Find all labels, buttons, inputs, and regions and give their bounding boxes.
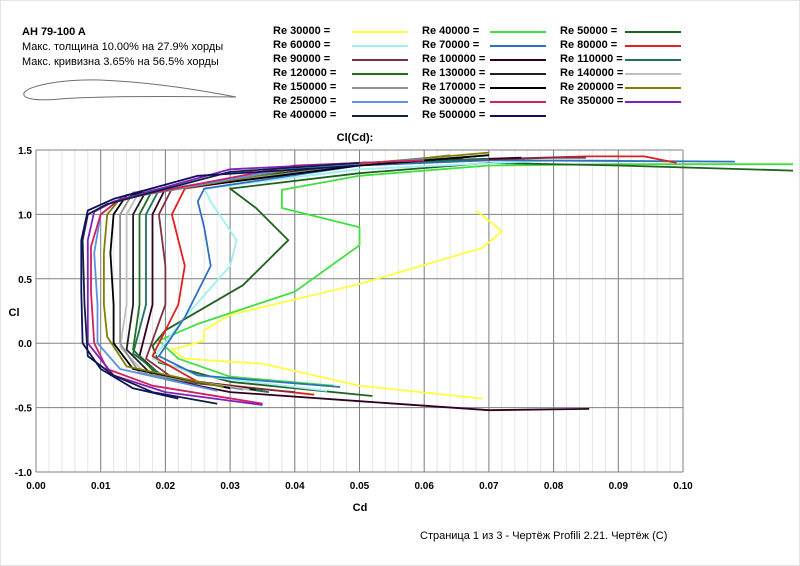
series-line-300000 <box>90 159 425 405</box>
legend-swatch <box>352 31 408 33</box>
y-tick-label: 0.5 <box>18 275 32 286</box>
legend-label: Re 200000 = <box>560 81 624 93</box>
x-tick-label: 0.10 <box>673 481 693 492</box>
series-line-400000 <box>81 162 360 405</box>
legend-swatch <box>352 45 408 47</box>
legend-label: Re 170000 = <box>422 81 486 93</box>
legend-swatch <box>490 73 546 75</box>
y-tick-label: 1.5 <box>18 146 32 157</box>
legend-label: Re 350000 = <box>560 95 624 107</box>
y-tick-label: 0.0 <box>18 339 32 350</box>
x-tick-label: 0.07 <box>479 481 499 492</box>
series-line-500000 <box>80 164 360 400</box>
x-tick-label: 0.04 <box>285 481 305 492</box>
legend-swatch <box>490 45 546 47</box>
legend-label: Re 70000 = <box>422 39 480 51</box>
series-line-50000 <box>151 162 794 397</box>
airfoil-camber: Макс. кривизна 3.65% на 56.5% хорды <box>22 56 219 68</box>
series-line-90000 <box>145 156 586 393</box>
y-axis-label: Cl <box>9 307 20 319</box>
legend-label: Re 120000 = <box>273 67 337 79</box>
x-tick-label: 0.01 <box>91 481 111 492</box>
y-tick-label: -1.0 <box>15 468 33 479</box>
legend-swatch <box>490 87 546 89</box>
series-line-250000 <box>93 158 425 392</box>
legend-label: Re 80000 = <box>560 39 618 51</box>
x-axis-label: Cd <box>353 502 368 514</box>
legend-label: Re 50000 = <box>560 25 618 37</box>
legend-swatch <box>490 115 546 117</box>
series-line-350000 <box>86 162 360 406</box>
legend-swatch <box>625 31 681 33</box>
x-tick-label: 0.06 <box>414 481 434 492</box>
legend-label: Re 250000 = <box>273 95 337 107</box>
chart-title: Cl(Cd): <box>337 132 374 144</box>
airfoil-name: AH 79-100 A <box>22 26 86 38</box>
y-tick-label: -0.5 <box>15 404 33 415</box>
series-line-170000 <box>109 154 489 390</box>
legend-swatch <box>352 59 408 61</box>
series-line-110000 <box>132 158 489 393</box>
x-tick-label: 0.02 <box>156 481 176 492</box>
legend-label: Re 150000 = <box>273 81 337 93</box>
legend-swatch <box>625 87 681 89</box>
legend-label: Re 100000 = <box>422 53 486 65</box>
legend-label: Re 500000 = <box>422 109 486 121</box>
legend-label: Re 90000 = <box>273 53 331 65</box>
legend-label: Re 40000 = <box>422 25 480 37</box>
y-tick-label: 1.0 <box>18 210 32 221</box>
legend-label: Re 60000 = <box>273 39 331 51</box>
legend-swatch <box>625 73 681 75</box>
legend-swatch <box>625 59 681 61</box>
legend-swatch <box>625 45 681 47</box>
x-tick-label: 0.00 <box>26 481 46 492</box>
legend-swatch <box>490 59 546 61</box>
legend-label: Re 130000 = <box>422 67 486 79</box>
legend-swatch <box>490 101 546 103</box>
x-tick-label: 0.08 <box>544 481 564 492</box>
legend-swatch <box>352 115 408 117</box>
legend-label: Re 140000 = <box>560 67 624 79</box>
page-footer: Страница 1 из 3 - Чертёж Profili 2.21. Ч… <box>420 530 668 542</box>
airfoil-info: AH 79-100 A Макс. толщина 10.00% на 27.9… <box>22 25 223 70</box>
legend-swatch <box>352 101 408 103</box>
series-line-80000 <box>151 155 677 396</box>
x-tick-label: 0.05 <box>350 481 370 492</box>
legend-swatch <box>352 87 408 89</box>
airfoil-thickness: Макс. толщина 10.00% на 27.9% хорды <box>22 41 224 53</box>
legend-label: Re 110000 = <box>560 53 623 65</box>
legend-swatch <box>625 101 681 103</box>
series-line-30000 <box>171 209 503 400</box>
x-tick-label: 0.03 <box>220 481 240 492</box>
legend-swatch <box>352 73 408 75</box>
series-line-40000 <box>158 163 793 387</box>
series-line-70000 <box>158 159 735 388</box>
legend-swatch <box>490 31 546 33</box>
x-tick-label: 0.09 <box>609 481 629 492</box>
legend-label: Re 30000 = <box>273 25 331 37</box>
legend-label: Re 300000 = <box>422 95 486 107</box>
legend-label: Re 400000 = <box>273 109 337 121</box>
airfoil-shape <box>23 79 237 101</box>
